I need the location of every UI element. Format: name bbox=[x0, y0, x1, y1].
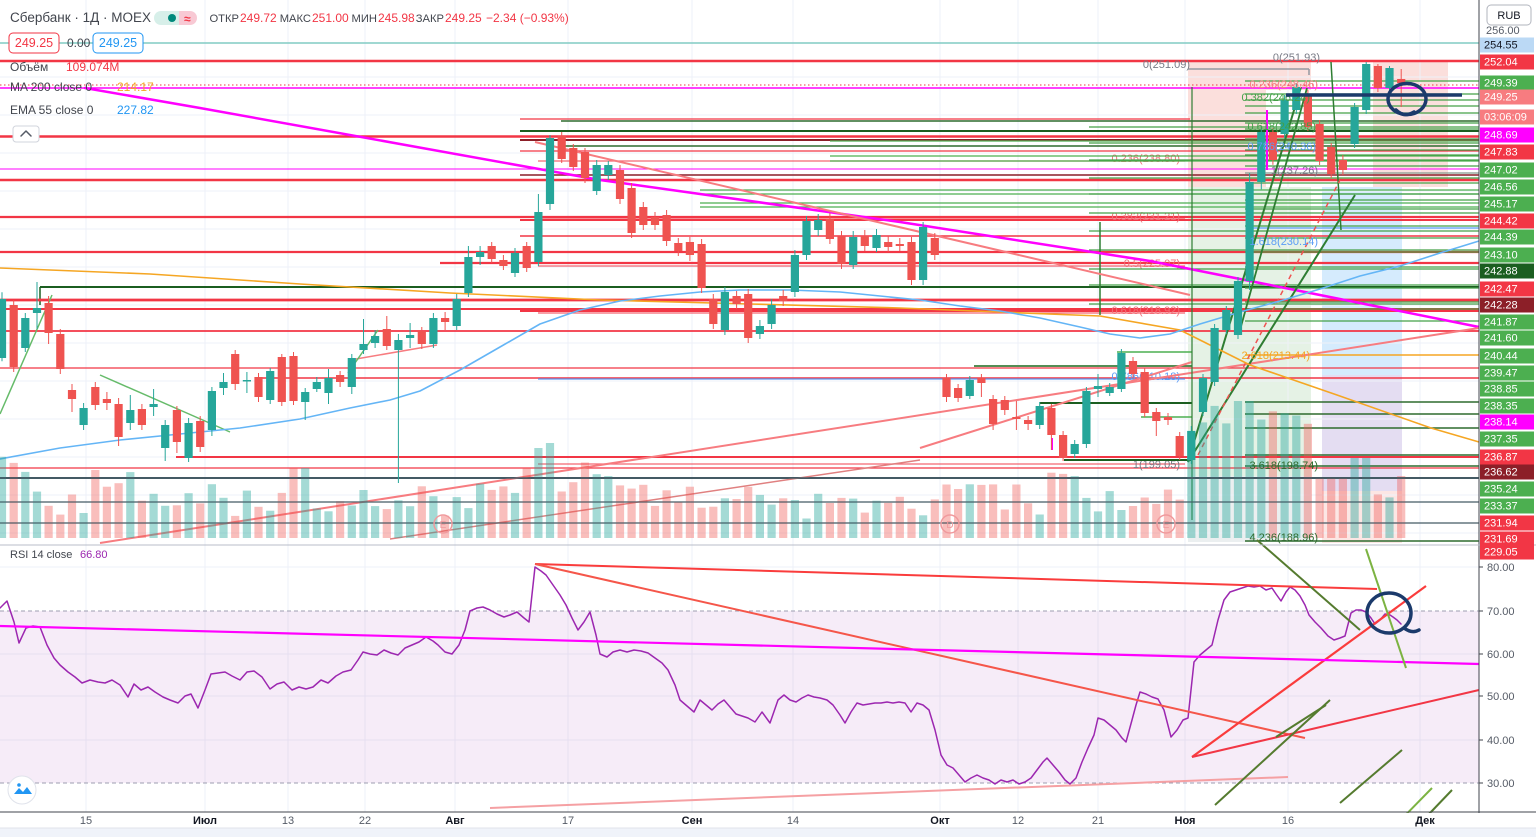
svg-text:Объём: Объём bbox=[10, 60, 48, 74]
svg-text:0.618(218.92): 0.618(218.92) bbox=[1112, 305, 1181, 317]
svg-text:Сбербанк · 1Д · MOEX: Сбербанк · 1Д · MOEX bbox=[10, 10, 151, 25]
svg-text:0(251.09): 0(251.09) bbox=[1143, 59, 1190, 71]
svg-text:3.618(198.74): 3.618(198.74) bbox=[1250, 460, 1319, 472]
svg-text:242.88: 242.88 bbox=[1484, 266, 1518, 278]
svg-text:247.02: 247.02 bbox=[1484, 165, 1518, 177]
svg-text:E: E bbox=[1163, 520, 1170, 531]
svg-text:1.618(230.14): 1.618(230.14) bbox=[1250, 236, 1319, 248]
svg-text:252.04: 252.04 bbox=[1484, 57, 1518, 69]
svg-text:238.35: 238.35 bbox=[1484, 401, 1518, 413]
svg-text:4.236(188.96): 4.236(188.96) bbox=[1250, 532, 1319, 544]
svg-text:0.236(248.46): 0.236(248.46) bbox=[1250, 79, 1319, 91]
svg-text:251.00: 251.00 bbox=[312, 11, 349, 25]
svg-text:EMA 55 close 0: EMA 55 close 0 bbox=[10, 103, 94, 117]
svg-text:242.28: 242.28 bbox=[1484, 300, 1518, 312]
svg-text:21: 21 bbox=[1092, 815, 1104, 827]
svg-text:13: 13 bbox=[282, 815, 294, 827]
svg-text:236.62: 236.62 bbox=[1484, 467, 1518, 479]
svg-text:242.47: 242.47 bbox=[1484, 284, 1518, 296]
svg-text:244.42: 244.42 bbox=[1484, 216, 1518, 228]
svg-text:MA 200 close 0: MA 200 close 0 bbox=[10, 80, 92, 94]
svg-text:E: E bbox=[440, 520, 447, 531]
svg-text:0.00: 0.00 bbox=[67, 36, 91, 50]
svg-text:0.618(242.85): 0.618(242.85) bbox=[1248, 121, 1317, 133]
svg-text:0.236(238.80): 0.236(238.80) bbox=[1112, 153, 1181, 165]
svg-text:2.618(213.44): 2.618(213.44) bbox=[1242, 350, 1311, 362]
svg-text:14: 14 bbox=[787, 815, 799, 827]
svg-text:245.98: 245.98 bbox=[378, 11, 415, 25]
svg-text:214.17: 214.17 bbox=[117, 80, 154, 94]
svg-text:80.00: 80.00 bbox=[1487, 562, 1515, 574]
svg-text:240.44: 240.44 bbox=[1484, 351, 1518, 363]
svg-text:241.87: 241.87 bbox=[1484, 317, 1518, 329]
svg-text:241.60: 241.60 bbox=[1484, 333, 1518, 345]
svg-text:249.39: 249.39 bbox=[1484, 78, 1518, 90]
svg-text:МАКС: МАКС bbox=[280, 13, 311, 25]
svg-text:256.00: 256.00 bbox=[1486, 25, 1520, 37]
svg-text:244.39: 244.39 bbox=[1484, 232, 1518, 244]
svg-text:Дек: Дек bbox=[1415, 815, 1435, 827]
svg-text:1(237.26): 1(237.26) bbox=[1271, 165, 1318, 177]
svg-text:60.00: 60.00 bbox=[1487, 649, 1515, 661]
svg-text:40.00: 40.00 bbox=[1487, 735, 1515, 747]
svg-text:МИН: МИН bbox=[352, 13, 377, 25]
svg-text:254.55: 254.55 bbox=[1484, 40, 1518, 52]
svg-text:Ноя: Ноя bbox=[1175, 815, 1196, 827]
svg-text:ЗАКР: ЗАКР bbox=[416, 13, 444, 25]
svg-text:RUB: RUB bbox=[1497, 10, 1520, 22]
svg-text:1(199.05): 1(199.05) bbox=[1133, 459, 1180, 471]
svg-text:ОТКР: ОТКР bbox=[209, 13, 239, 25]
svg-text:50.00: 50.00 bbox=[1487, 691, 1515, 703]
svg-text:70.00: 70.00 bbox=[1487, 606, 1515, 618]
svg-text:236.87: 236.87 bbox=[1484, 452, 1518, 464]
svg-text:15: 15 bbox=[80, 815, 92, 827]
svg-text:0.786(240.36): 0.786(240.36) bbox=[1248, 141, 1317, 153]
svg-text:247.83: 247.83 bbox=[1484, 147, 1518, 159]
svg-text:238.14: 238.14 bbox=[1484, 417, 1518, 429]
svg-text:16: 16 bbox=[1282, 815, 1294, 827]
svg-text:109.074M: 109.074M bbox=[66, 60, 119, 74]
svg-text:03:06:09: 03:06:09 bbox=[1484, 112, 1527, 124]
svg-text:249.72: 249.72 bbox=[240, 11, 277, 25]
svg-text:231.94: 231.94 bbox=[1484, 518, 1518, 530]
svg-text:237.35: 237.35 bbox=[1484, 434, 1518, 446]
svg-text:245.17: 245.17 bbox=[1484, 199, 1518, 211]
svg-text:Окт: Окт bbox=[930, 815, 950, 827]
svg-text:0(251.93): 0(251.93) bbox=[1273, 52, 1320, 64]
svg-text:233.37: 233.37 bbox=[1484, 501, 1518, 513]
svg-text:238.85: 238.85 bbox=[1484, 384, 1518, 396]
svg-text:12: 12 bbox=[1012, 815, 1024, 827]
svg-text:Авг: Авг bbox=[445, 815, 465, 827]
svg-text:−2.34 (−0.93%): −2.34 (−0.93%) bbox=[486, 11, 569, 25]
svg-text:0.5(225.07): 0.5(225.07) bbox=[1124, 258, 1180, 270]
svg-text:30.00: 30.00 bbox=[1487, 778, 1515, 790]
svg-text:RSI 14 close: RSI 14 close bbox=[10, 549, 72, 561]
svg-text:249.25: 249.25 bbox=[445, 11, 482, 25]
svg-text:249.25: 249.25 bbox=[15, 36, 53, 50]
svg-text:249.25: 249.25 bbox=[1484, 92, 1518, 104]
svg-text:235.24: 235.24 bbox=[1484, 484, 1518, 496]
svg-text:249.25: 249.25 bbox=[99, 36, 137, 50]
svg-text:239.47: 239.47 bbox=[1484, 368, 1518, 380]
svg-text:246.56: 246.56 bbox=[1484, 182, 1518, 194]
svg-text:0.382(231.21): 0.382(231.21) bbox=[1112, 211, 1181, 223]
svg-text:Сен: Сен bbox=[682, 815, 703, 827]
svg-text:≈: ≈ bbox=[184, 12, 191, 26]
svg-text:22: 22 bbox=[359, 815, 371, 827]
svg-text:66.80: 66.80 bbox=[80, 549, 108, 561]
svg-text:17: 17 bbox=[562, 815, 574, 827]
svg-text:D: D bbox=[946, 520, 953, 531]
svg-text:231.69: 231.69 bbox=[1484, 534, 1518, 546]
svg-text:227.82: 227.82 bbox=[117, 103, 154, 117]
svg-text:Июл: Июл bbox=[193, 815, 217, 827]
svg-text:229.05: 229.05 bbox=[1484, 547, 1518, 559]
svg-text:248.69: 248.69 bbox=[1484, 130, 1518, 142]
svg-text:243.10: 243.10 bbox=[1484, 250, 1518, 262]
